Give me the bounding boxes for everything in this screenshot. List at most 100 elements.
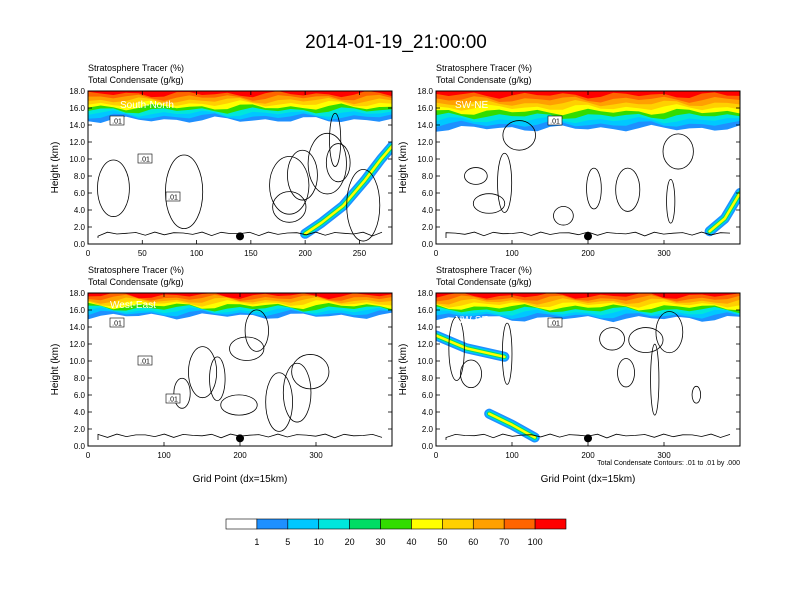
panel-title-line: Stratosphere Tracer (%) [436, 265, 532, 275]
y-tick-label: 18.0 [417, 87, 433, 96]
condensate-contour [599, 327, 625, 351]
colorbar-label: 5 [285, 537, 290, 547]
condensate-contour [307, 132, 347, 195]
y-tick-label: 10.0 [69, 357, 85, 366]
condensate-contour [445, 433, 731, 441]
condensate-contour [501, 322, 513, 385]
condensate-contour [329, 112, 342, 167]
condensate-contour [97, 433, 383, 441]
panel-title-line: Stratosphere Tracer (%) [436, 63, 532, 73]
condensate-contour [346, 169, 381, 242]
y-tick-label: 10.0 [417, 155, 433, 164]
tracer-plume [487, 412, 537, 439]
x-tick-label: 0 [86, 451, 91, 460]
condensate-contour [472, 193, 506, 214]
contour-label: .01 [168, 397, 178, 404]
panel-west-east: .01 .01 .01 0.0 2.0 4.0 6.0 8.0 10.0 12.0 14.0 16.0… [50, 265, 393, 485]
contour-label: .01 [550, 321, 560, 328]
colorbar-swatch [442, 518, 474, 530]
condensate-contour [188, 346, 218, 399]
x-tick-label: 150 [244, 249, 258, 258]
contour-footnote: Total Condensate Contours: .01 to .01 by… [597, 460, 740, 467]
panel-title-line: Total Condensate (g/kg) [88, 277, 184, 287]
condensate-contour [628, 327, 664, 353]
y-tick-label: 12.0 [417, 340, 433, 349]
condensate-contour [655, 311, 684, 354]
y-tick-label: 2.0 [74, 223, 86, 232]
condensate-contour [448, 316, 465, 381]
condensate-contour [497, 152, 513, 213]
contour-label-box [109, 115, 125, 126]
y-tick-label: 8.0 [74, 172, 86, 181]
y-tick-label: 4.0 [74, 408, 86, 417]
panel-title-line: Total Condensate (g/kg) [88, 75, 184, 85]
colorbar-swatch [225, 518, 258, 530]
contour-label-box [547, 317, 563, 328]
colorbar-swatch [534, 518, 567, 530]
colorbar-swatch [256, 518, 289, 530]
condensate-contour [662, 133, 694, 170]
condensate-contour [287, 149, 318, 201]
contour-label-box [137, 355, 153, 366]
x-tick-label: 50 [138, 249, 147, 258]
x-tick-label: 200 [233, 451, 247, 460]
x-tick-label: 200 [581, 451, 595, 460]
condensate-contour [229, 336, 265, 361]
location-marker [236, 232, 244, 241]
y-tick-label: 18.0 [69, 87, 85, 96]
condensate-contour [464, 167, 488, 185]
y-tick-label: 6.0 [74, 189, 86, 198]
y-tick-label: 16.0 [69, 104, 85, 113]
y-tick-label: 4.0 [74, 206, 86, 215]
condensate-contour [173, 377, 191, 409]
location-marker [236, 434, 244, 443]
y-tick-label: 0.0 [422, 442, 434, 451]
x-tick-label: 100 [157, 451, 171, 460]
colorbar-swatch [318, 518, 350, 530]
contour-label-box [547, 115, 563, 126]
contour-label-box [165, 191, 181, 202]
condensate-contour [220, 394, 258, 416]
y-tick-label: 8.0 [422, 374, 434, 383]
colorbar-swatch [411, 518, 443, 530]
y-tick-label: 18.0 [69, 289, 85, 298]
y-tick-label: 10.0 [417, 357, 433, 366]
condensate-contour [691, 385, 702, 404]
y-tick-label: 6.0 [74, 391, 86, 400]
contour-label: .01 [140, 157, 150, 164]
condensate-contour [617, 358, 635, 388]
colorbar-label: 10 [314, 537, 324, 547]
x-tick-label: 200 [581, 249, 595, 258]
tracer-plume [708, 191, 740, 233]
condensate-contour [244, 309, 269, 352]
condensate-contour [265, 372, 293, 432]
y-tick-label: 18.0 [417, 289, 433, 298]
condensate-contour [615, 167, 641, 212]
y-axis-label: Height (km) [398, 142, 409, 194]
y-tick-label: 0.0 [422, 240, 434, 249]
x-tick-label: 0 [434, 451, 439, 460]
x-tick-label: 100 [190, 249, 204, 258]
panel-label: SW-NE [455, 100, 488, 111]
x-tick-label: 300 [657, 451, 671, 460]
condensate-contour [272, 191, 307, 223]
y-axis-label: Height (km) [398, 344, 409, 396]
y-tick-label: 14.0 [417, 323, 433, 332]
y-tick-label: 12.0 [69, 138, 85, 147]
contour-label-box [137, 153, 153, 164]
condensate-contour [97, 159, 130, 217]
colorbar-label: 100 [528, 537, 543, 547]
x-tick-label: 100 [505, 451, 519, 460]
colorbar-label: 50 [437, 537, 447, 547]
x-axis-label: Grid Point (dx=15km) [193, 474, 288, 485]
x-tick-label: 0 [434, 249, 439, 258]
plot-area [88, 293, 392, 446]
x-tick-label: 300 [309, 451, 323, 460]
condensate-contour [269, 156, 310, 215]
x-axis-label: Grid Point (dx=15km) [541, 474, 636, 485]
condensate-contour [325, 143, 351, 183]
x-tick-label: 200 [298, 249, 312, 258]
colorbar-label: 30 [376, 537, 386, 547]
contour-label: .01 [140, 359, 150, 366]
